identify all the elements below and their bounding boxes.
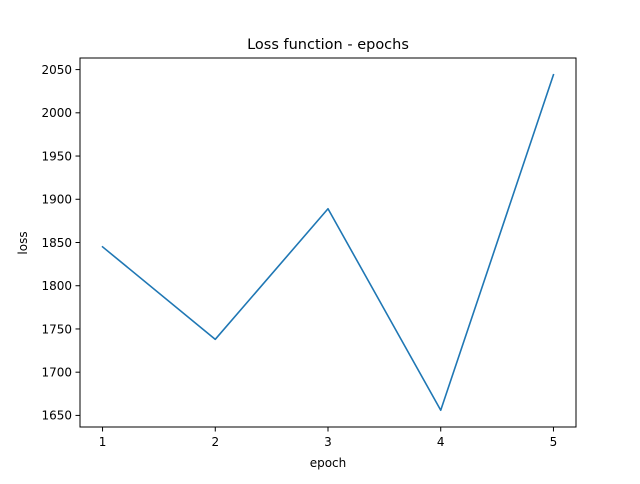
x-tick-label: 3 xyxy=(324,435,332,449)
y-tick-label: 2000 xyxy=(41,106,72,120)
y-tick-label: 1850 xyxy=(41,236,72,250)
x-axis-label: epoch xyxy=(310,456,347,470)
x-tick-label: 2 xyxy=(211,435,219,449)
loss-series-line xyxy=(101,73,555,412)
chart-title: Loss function - epochs xyxy=(247,37,409,53)
y-axis-label: loss xyxy=(16,231,30,254)
y-tick-label: 1750 xyxy=(41,322,72,336)
plot-area: 1 2 3 4 5 1650 1700 1750 1800 1850 1900 1950 2000 205… xyxy=(41,57,577,449)
plot-frame xyxy=(79,57,577,428)
y-tick-label: 1650 xyxy=(41,409,72,423)
y-tick-label: 1700 xyxy=(41,365,72,379)
x-tick-label: 5 xyxy=(550,435,558,449)
y-tick-label: 1800 xyxy=(41,279,72,293)
y-tick-label: 1950 xyxy=(41,149,72,163)
y-tick-label: 2050 xyxy=(41,63,72,77)
x-tick-label: 4 xyxy=(437,435,445,449)
y-tick-label: 1900 xyxy=(41,193,72,207)
x-tick-label: 1 xyxy=(99,435,107,449)
